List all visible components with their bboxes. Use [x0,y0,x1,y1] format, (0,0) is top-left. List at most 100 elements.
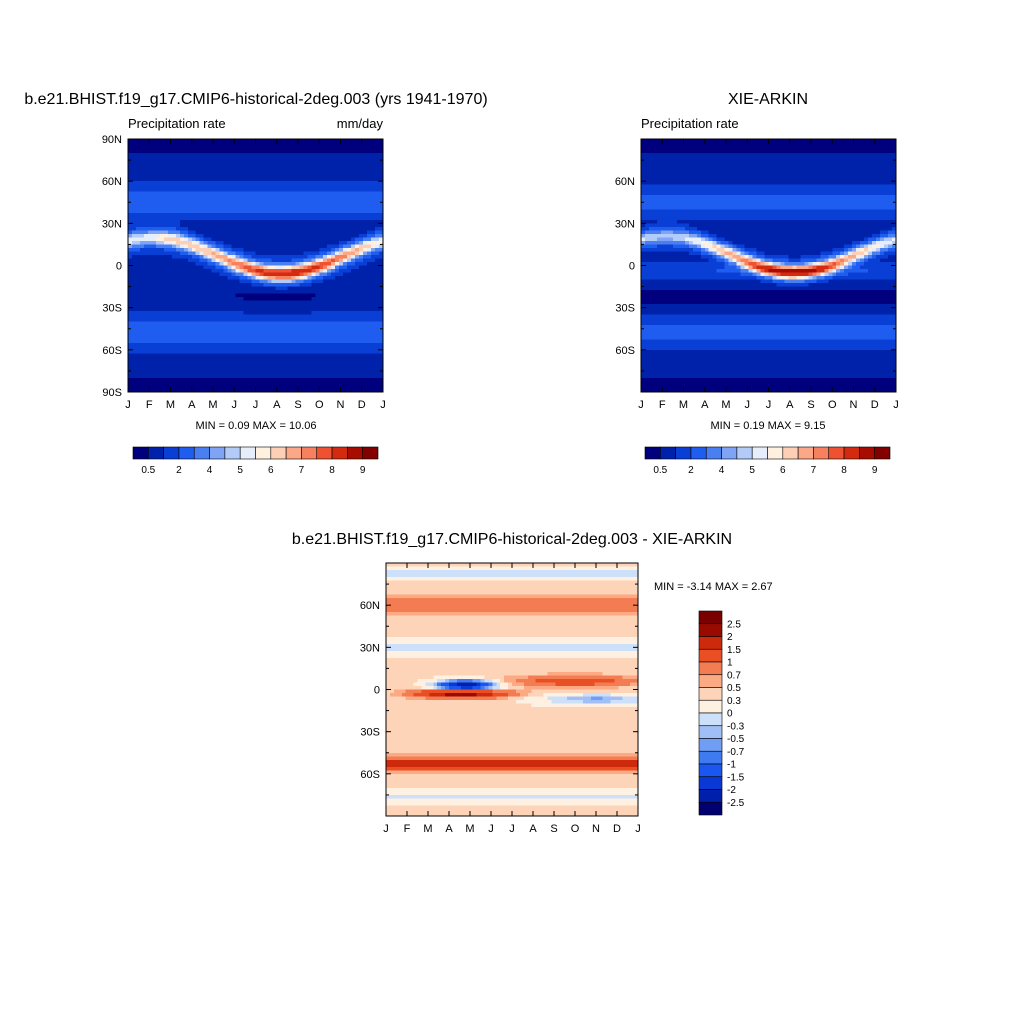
panel-obs-cell [732,240,853,246]
panel-obs-cell [716,251,722,256]
panel-diff-cell [386,668,639,673]
panel-model-cell [227,251,237,256]
panel-model-cell [128,163,384,168]
panel-obs-cell [860,244,865,249]
panel-diff-cell [386,657,639,662]
panel-obs-cell [828,261,833,267]
panel-model-cell [128,251,181,256]
panel-obs-month-label: A [786,399,794,411]
colorbar-model-swatch [163,446,180,460]
panel-model-cell [128,205,384,210]
panel-model-cell [363,258,376,263]
panel-model-cell [171,244,177,249]
panel-obs-cell [720,251,726,256]
panel-obs-cell [712,251,718,256]
panel-diff-cell [433,675,486,680]
panel-obs-cell [752,258,758,263]
panel-obs-cell [720,254,726,260]
panel-model-cell [303,272,308,277]
panel-diff-lat-label: 60S [360,769,380,781]
panel-model-cell [319,261,332,267]
panel-model-cell [243,272,249,277]
panel-obs-month-label: M [679,399,688,411]
panel-diff-cell [386,721,639,726]
panel-model-cell [243,261,249,267]
panel-obs-cell [864,244,869,249]
colorbar-model-swatch [362,446,379,460]
panel-model-cell [315,276,324,281]
panel-model-cell [247,261,253,267]
panel-diff-cell [386,784,639,789]
panel-diff-cell [386,654,639,659]
panel-obs-cell [641,198,897,203]
panel-diff-cell [386,626,639,631]
panel-diff-month-label: A [529,823,537,835]
panel-obs-cell [884,251,897,256]
panel-obs-cell [748,258,754,263]
panel-model-cell [223,244,233,249]
panel-obs-cell [736,247,742,253]
panel-model-cell [375,230,384,235]
panel-model-cell [355,244,360,249]
panel-diff-cell [527,693,545,698]
colorbar-diff-swatch [698,674,723,688]
panel-model-cell [175,244,181,249]
panel-model-lat-label: 90N [102,134,122,146]
panel-diff-cell [492,678,501,684]
panel-obs-month-label: J [893,399,899,411]
panel-obs-cell [641,230,646,235]
panel-model-cell [319,272,328,277]
panel-obs-cell [641,149,897,154]
panel-diff-cell [492,689,517,694]
panel-obs-cell [641,346,897,351]
colorbar-model-label: 9 [360,465,366,476]
panel-obs-cell [700,240,710,246]
panel-model-cell [251,261,257,267]
panel-obs-cell [760,279,774,284]
panel-diff-cell [421,689,493,694]
panel-model-month-label: J [232,399,238,411]
panel-model-cell [128,370,384,376]
colorbar-obs-label: 7 [811,465,817,476]
panel-model-cell [207,244,213,249]
panel-obs-cell [641,374,897,379]
panel-obs-cell [641,233,646,238]
panel-obs-cell [844,254,849,260]
panel-diff-cell [386,622,639,627]
panel-diff-month-label: A [445,823,453,835]
panel-diff-month-label: J [509,823,515,835]
panel-model-cell [295,279,304,284]
panel-obs-cell [641,283,778,288]
panel-obs-cell [740,269,750,274]
panel-model-cell [227,276,241,281]
panel-obs-cell [648,226,686,231]
panel-model-cell [323,254,328,260]
panel-obs-cell [788,276,797,281]
panel-model-cell [359,265,384,270]
panel-obs-cell [764,254,790,260]
panel-model-cell [199,254,205,260]
panel-diff-cell [386,605,639,610]
panel-model-cell [367,230,376,235]
panel-diff-cell [386,801,639,807]
panel-obs-cell [860,265,897,270]
panel-model-cell [199,258,209,263]
panel-obs-cell [748,261,758,267]
panel-obs-cell [641,342,897,347]
panel-model-cell [343,258,348,263]
panel-obs-cell [804,279,817,284]
panel-obs-cell [644,223,690,228]
panel-diff-cell [610,700,639,705]
panel-model-cell [331,265,336,270]
panel-obs-cell [732,254,742,260]
panel-obs-cell [764,276,774,281]
colorbar-obs-label: 8 [841,465,847,476]
panel-model-cell [231,247,245,253]
panel-obs-lat-label: 0 [629,261,635,273]
panel-obs-lat-label: 30N [615,218,635,230]
panel-obs-cell [768,272,774,277]
panel-diff-month-label: S [550,823,557,835]
panel-model-month-label: M [166,399,175,411]
panel-diff-cell [386,710,639,715]
panel-obs-cell [852,247,857,253]
